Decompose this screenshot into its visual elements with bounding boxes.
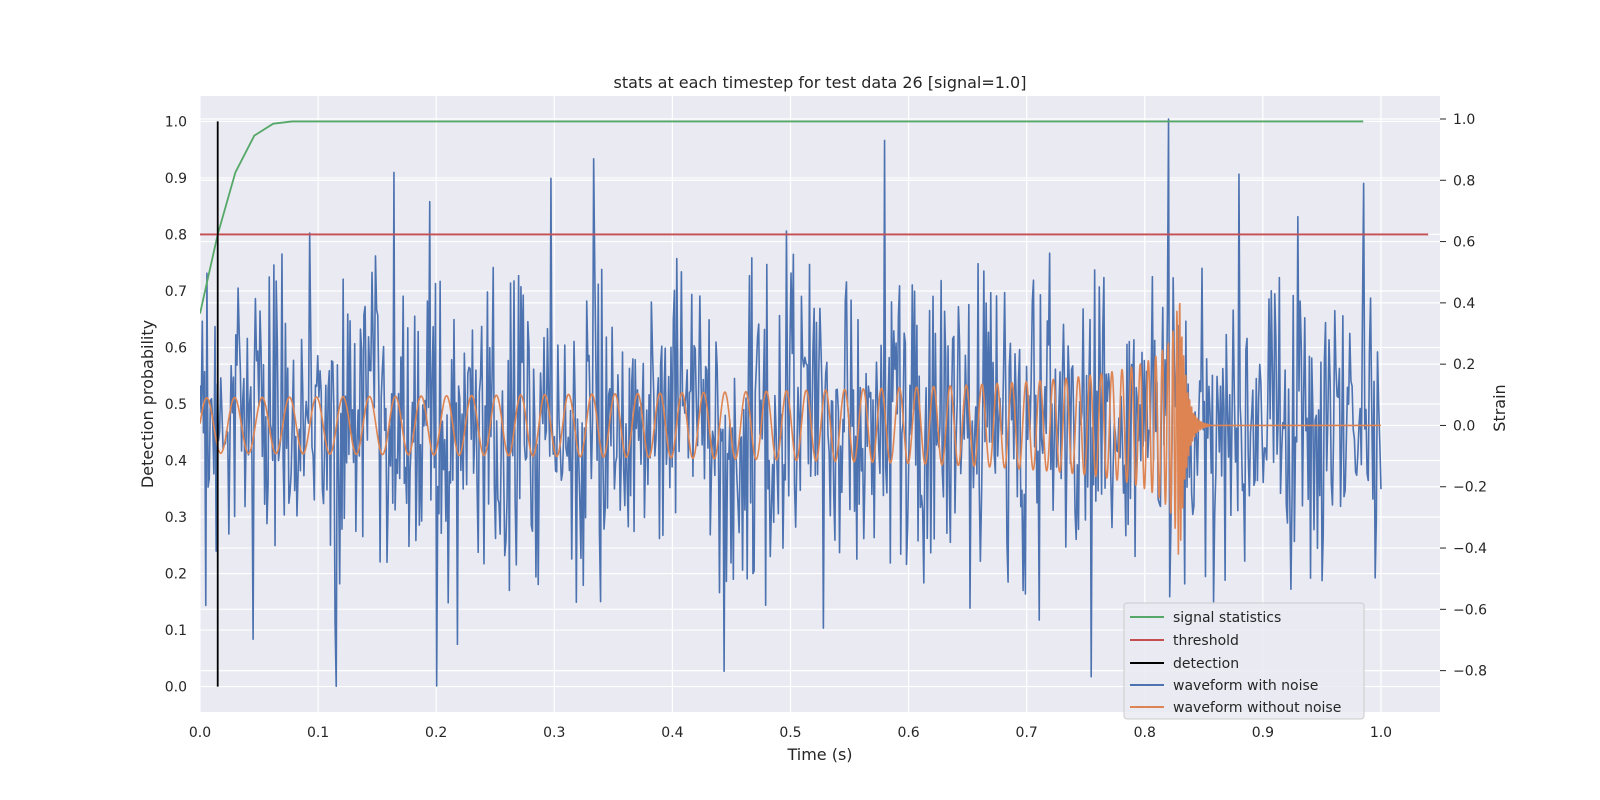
- y2-tick-label: 0.6: [1453, 235, 1475, 251]
- y2-tick-label: −0.6: [1453, 602, 1487, 618]
- waveform-with-noise-line: [200, 118, 1382, 688]
- legend-label-waveform-without-noise: waveform without noise: [1173, 700, 1341, 716]
- y-tick-label: 0.3: [165, 510, 187, 526]
- y-axis-left: 0.0 0.1 0.2 0.3 0.4 0.5 0.6 0.7 0.8 0.9 1.0: [165, 114, 187, 695]
- y2-tick-label: −0.2: [1453, 480, 1487, 496]
- legend-label-detection: detection: [1173, 656, 1239, 672]
- y-tick-label: 0.8: [165, 227, 187, 243]
- series-layer: [200, 118, 1429, 688]
- y-tick-label: 0.6: [165, 340, 187, 356]
- x-tick-label: 0.9: [1252, 725, 1274, 741]
- x-axis-label: Time (s): [786, 745, 852, 764]
- x-tick-label: 0.5: [779, 725, 801, 741]
- y-tick-label: 0.4: [165, 454, 187, 470]
- y2-tick-label: 0.0: [1453, 418, 1475, 434]
- x-tick-label: 0.6: [897, 725, 919, 741]
- x-tick-label: 0.4: [661, 725, 683, 741]
- waveform-without-noise-line: [200, 302, 1382, 555]
- legend: signal statistics threshold detection wa…: [1123, 602, 1365, 720]
- x-tick-label: 0.7: [1016, 725, 1038, 741]
- y2-tick-label: 0.4: [1453, 296, 1475, 312]
- x-tick-label: 0.8: [1134, 725, 1156, 741]
- y2-tick-label: 0.8: [1453, 173, 1475, 189]
- y2-tick-label: −0.8: [1453, 664, 1487, 680]
- x-tick-label: 0.1: [307, 725, 329, 741]
- y2-tick-label: −0.4: [1453, 541, 1487, 557]
- x-axis: 0.0 0.1 0.2 0.3 0.4 0.5 0.6 0.7 0.8 0.9 1.0: [189, 725, 1392, 741]
- legend-label-signal-statistics: signal statistics: [1173, 610, 1281, 626]
- x-tick-label: 0.0: [189, 725, 211, 741]
- x-tick-label: 0.2: [425, 725, 447, 741]
- y2-tick-label: 0.2: [1453, 357, 1475, 373]
- y-tick-label: 0.0: [165, 680, 187, 696]
- y2-axis-label: Strain: [1490, 384, 1509, 431]
- x-tick-label: 0.3: [543, 725, 565, 741]
- legend-box: [1123, 602, 1365, 720]
- x-tick-label: 1.0: [1370, 725, 1392, 741]
- y-axis-label: Detection probability: [138, 320, 157, 488]
- legend-label-threshold: threshold: [1173, 633, 1239, 649]
- y-tick-label: 0.5: [165, 397, 187, 413]
- chart-title: stats at each timestep for test data 26 …: [614, 73, 1027, 92]
- y2-tick-label: 1.0: [1453, 112, 1475, 128]
- y-tick-label: 0.7: [165, 284, 187, 300]
- y-tick-label: 0.9: [165, 171, 187, 187]
- signal-statistics-line: [200, 120, 1364, 314]
- y-tick-label: 1.0: [165, 114, 187, 130]
- y-axis-right: −0.8 −0.6 −0.4 −0.2 0.0 0.2 0.4 0.6 0.8 1.0: [1440, 112, 1487, 680]
- y-tick-label: 0.2: [165, 567, 187, 583]
- legend-label-waveform-with-noise: waveform with noise: [1173, 678, 1318, 694]
- y-tick-label: 0.1: [165, 623, 187, 639]
